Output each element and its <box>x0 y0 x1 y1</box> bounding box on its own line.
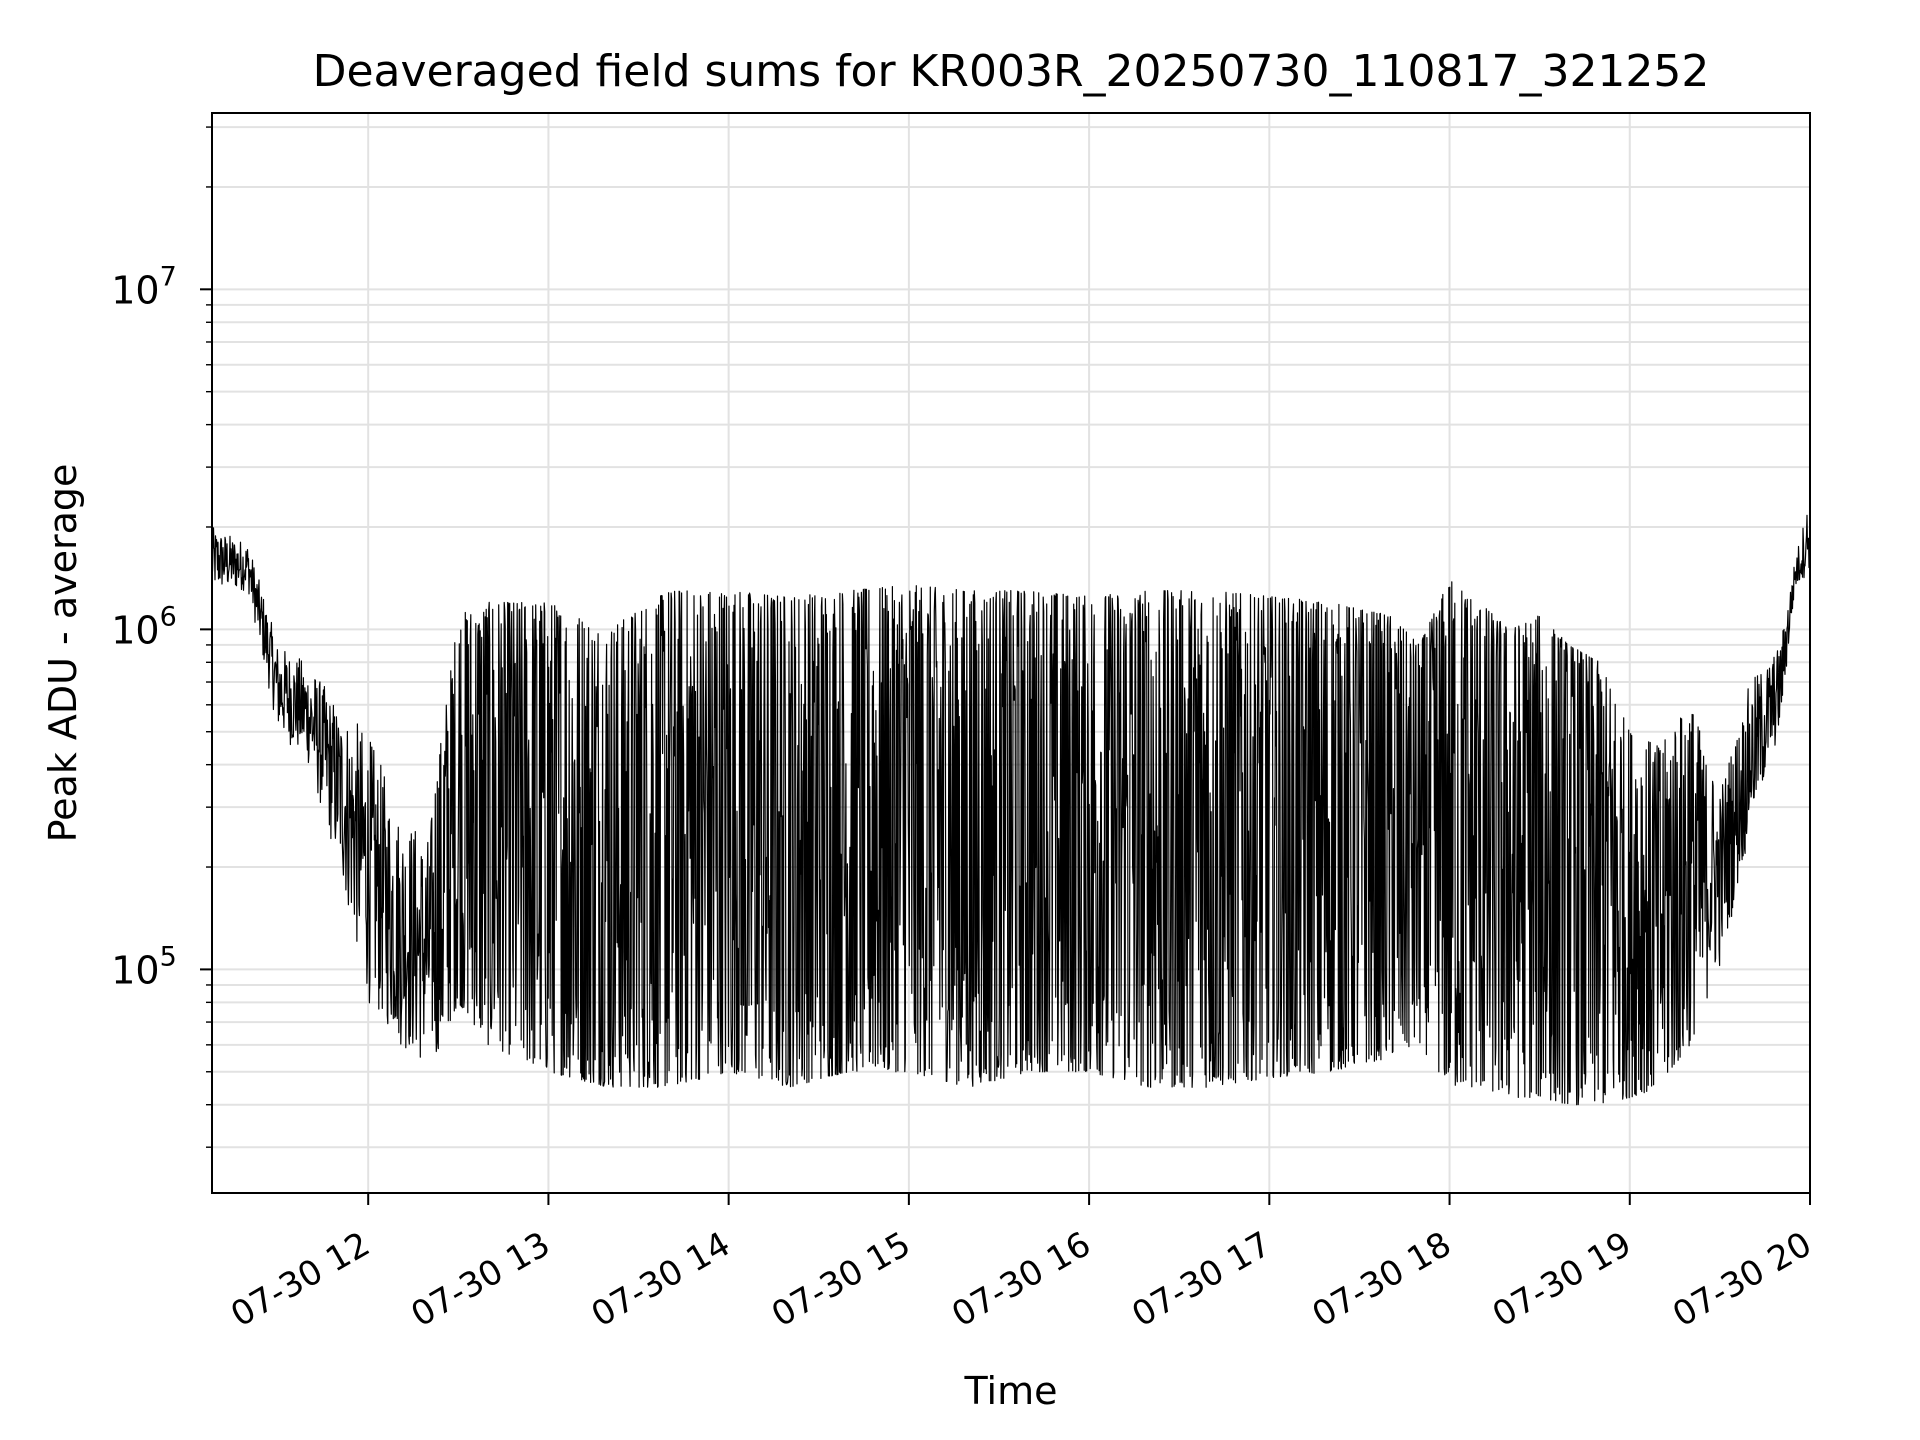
y-tick-label: 105 <box>111 941 177 992</box>
chart-title: Deaveraged field sums for KR003R_2025073… <box>313 46 1710 97</box>
y-tick-label: 106 <box>111 601 177 652</box>
series-layer <box>212 507 1810 1106</box>
y-axis-label: Peak ADU - average <box>41 464 85 843</box>
x-axis-label: Time <box>964 1369 1058 1413</box>
plot-area <box>212 507 1810 1106</box>
series-line <box>212 507 1810 1106</box>
y-tick-label: 107 <box>111 261 177 312</box>
plot-frame <box>211 112 1811 1194</box>
y-axis: 105 106 107 <box>111 126 212 1148</box>
